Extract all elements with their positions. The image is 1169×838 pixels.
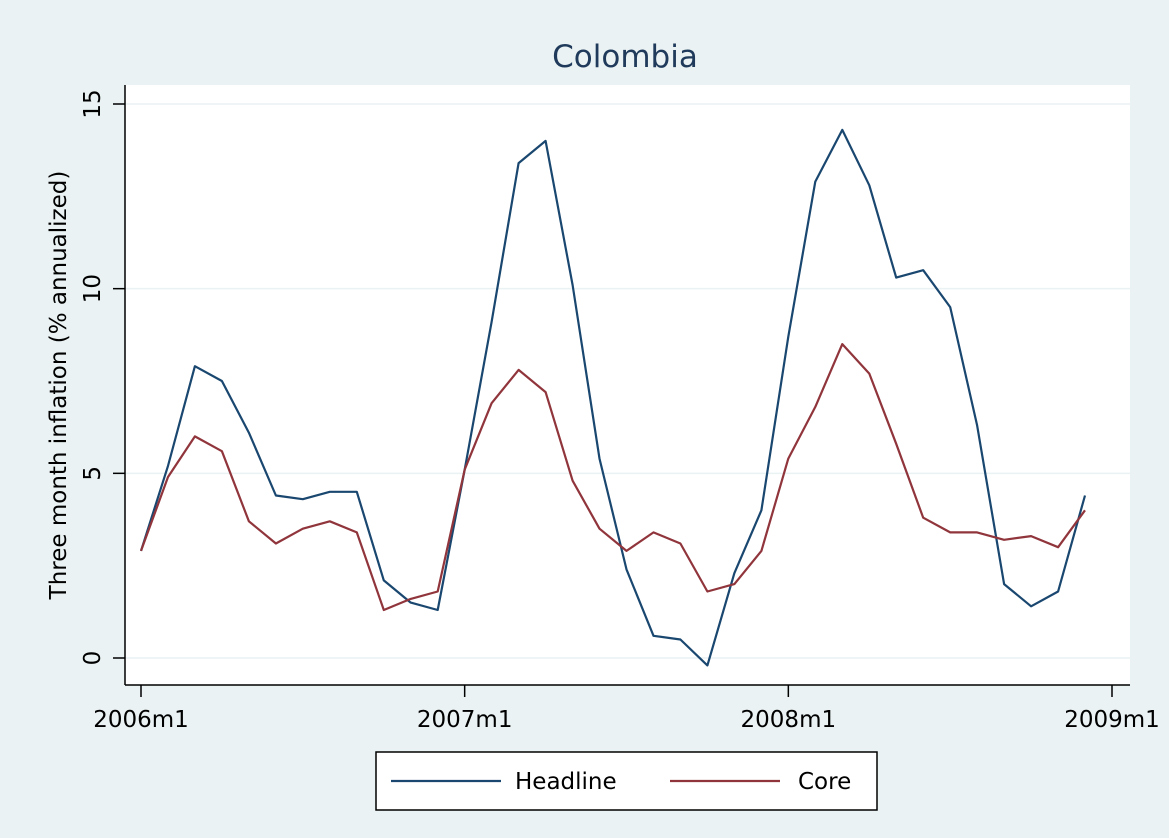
series [139, 128, 1087, 667]
x-tick-label: 2009m1 [1064, 707, 1160, 733]
axes: 0 5 10 15 2006m1 2007m1 2008m1 2009m1 [80, 85, 1160, 733]
y-axis-label: Three month inflation (% annualized) [46, 171, 72, 601]
x-tick-label: 2006m1 [93, 707, 189, 733]
y-tick-label: 5 [80, 466, 106, 481]
y-tick-label: 15 [80, 89, 106, 118]
chart-title: Colombia [552, 39, 698, 75]
x-tick-label: 2007m1 [417, 707, 513, 733]
y-tick-label: 10 [80, 274, 106, 303]
x-tick-label: 2008m1 [741, 707, 837, 733]
series-line-headline [139, 128, 1087, 667]
series-line-core [139, 343, 1086, 612]
legend-label-headline: Headline [515, 769, 617, 795]
y-tick-label: 0 [80, 651, 106, 666]
plot-area [125, 85, 1130, 685]
legend-label-core: Core [798, 769, 851, 795]
grid-lines [125, 103, 1130, 659]
legend: Headline Core [375, 751, 878, 811]
